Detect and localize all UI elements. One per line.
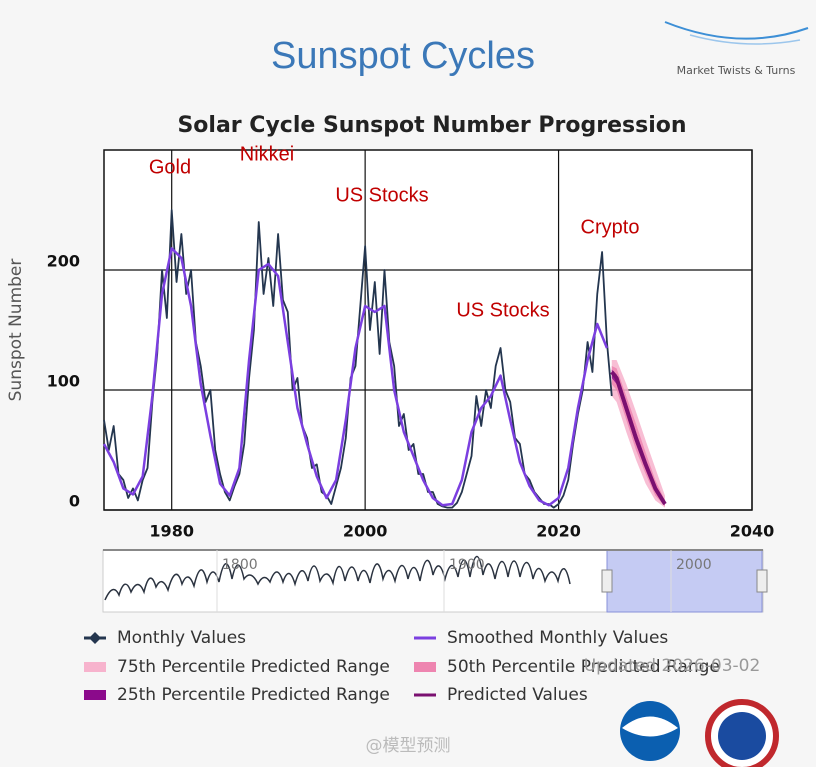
updated-note: Updated 2026-03-02 [584, 656, 761, 676]
navigator-tick-label: 1800 [222, 557, 258, 573]
legend-label: 75th Percentile Predicted Range [117, 657, 390, 677]
y-tick-label: 100 [47, 372, 80, 391]
legend-label: 25th Percentile Predicted Range [117, 685, 390, 705]
legend-swatch [84, 690, 106, 700]
navigator-axis: 1800 1900 2000 [216, 550, 712, 612]
navigator-handle[interactable] [756, 569, 768, 593]
logo-swoosh [664, 21, 809, 40]
legend-label: 50th Percentile Predicted Range [447, 657, 720, 677]
legend-marker [89, 632, 101, 644]
plot [102, 150, 753, 511]
nws-logo-center [718, 712, 766, 760]
y-tick-label: 200 [47, 252, 80, 271]
navigator-tick-label: 1900 [449, 557, 485, 573]
annotation: Nikkei [240, 143, 294, 165]
chart-title: Solar Cycle Sunspot Number Progression [177, 113, 686, 138]
series-line [102, 247, 609, 507]
navigator-selection[interactable] [606, 549, 763, 613]
x-tick-label: 2000 [343, 522, 388, 541]
annotation: US Stocks [335, 184, 428, 206]
legend-swatch [414, 662, 436, 672]
annotation: Crypto [581, 216, 640, 238]
legend-label: Predicted Values [447, 685, 588, 705]
x-tick-label: 2040 [730, 522, 775, 541]
annotation: Gold [149, 156, 191, 178]
navigator-tick-label: 2000 [676, 557, 712, 573]
x-tick-label: 2020 [536, 522, 581, 541]
y-axis-label: Sunspot Number [6, 259, 26, 402]
series-line [610, 370, 667, 506]
navigator-series [104, 555, 571, 601]
heading: Sunspot Cycles [271, 35, 535, 77]
watermark: @模型预测 [366, 736, 451, 756]
legend-label: Monthly Values [117, 628, 246, 648]
logo-text: Market Twists & Turns [677, 64, 796, 77]
noaa-logo-bird [622, 716, 678, 737]
annotation: US Stocks [456, 299, 549, 321]
legend-label: Smoothed Monthly Values [447, 628, 668, 648]
legend-swatch [84, 662, 106, 672]
navigator-handle[interactable] [601, 569, 613, 593]
x-tick-label: 1980 [149, 522, 194, 541]
legend: Monthly Values Smoothed Monthly Values 75t… [84, 628, 720, 705]
y-tick-label: 0 [69, 492, 80, 511]
logo-swoosh [689, 34, 801, 45]
